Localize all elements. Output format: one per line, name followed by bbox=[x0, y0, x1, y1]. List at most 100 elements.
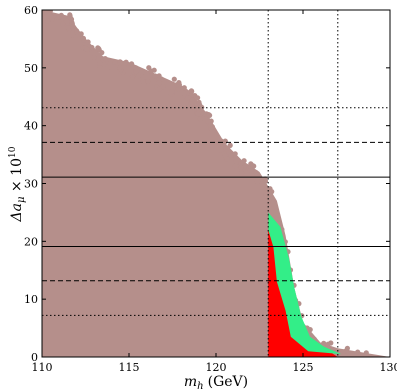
scan-point bbox=[69, 32, 75, 38]
scan-point bbox=[340, 349, 346, 355]
scan-point bbox=[228, 152, 234, 159]
scan-point bbox=[189, 97, 195, 103]
scan-point bbox=[148, 68, 154, 74]
x-tick-label: 125 bbox=[293, 361, 314, 374]
scan-point bbox=[160, 84, 166, 90]
scan-point bbox=[269, 189, 275, 195]
scan-point bbox=[60, 21, 66, 27]
scan-point bbox=[355, 349, 361, 355]
x-tick-label: 130 bbox=[380, 361, 397, 374]
scan-point bbox=[102, 56, 108, 62]
scan-point bbox=[96, 46, 102, 52]
scan-point bbox=[84, 46, 90, 52]
scan-point bbox=[49, 14, 55, 20]
reference-lines bbox=[42, 10, 390, 357]
scan-point bbox=[65, 25, 71, 31]
y-tick-label: 60 bbox=[24, 4, 38, 17]
scan-point bbox=[133, 65, 139, 71]
x-axis-label-sub: h bbox=[197, 381, 203, 391]
scan-point bbox=[112, 59, 118, 65]
scan-point bbox=[89, 44, 95, 51]
scan-point bbox=[107, 64, 113, 70]
scan-point bbox=[363, 352, 369, 357]
y-tick-label: 50 bbox=[24, 62, 38, 75]
scan-point bbox=[74, 29, 80, 35]
scan-point bbox=[344, 345, 350, 351]
x-axis-label: mh (GeV) bbox=[184, 374, 248, 391]
y-axis-ticks: 0 10 20 30 40 50 60 bbox=[24, 4, 390, 364]
scan-point bbox=[321, 340, 327, 346]
scan-point bbox=[328, 340, 334, 346]
scan-point bbox=[135, 73, 142, 79]
x-tick-label: 115 bbox=[119, 361, 140, 374]
scan-point bbox=[206, 112, 212, 118]
scan-point bbox=[238, 164, 244, 170]
scan-point bbox=[248, 167, 254, 173]
scan-point bbox=[241, 158, 247, 164]
scan-point bbox=[239, 170, 245, 176]
red-region bbox=[268, 212, 338, 357]
scan-point bbox=[181, 90, 187, 96]
scan-point bbox=[44, 10, 50, 15]
scan-point bbox=[133, 69, 139, 75]
scan-point bbox=[189, 88, 195, 94]
scan-point bbox=[45, 18, 51, 24]
scan-point bbox=[140, 78, 146, 84]
scan-point bbox=[181, 85, 187, 91]
scan-point bbox=[58, 12, 64, 18]
scan-point bbox=[171, 76, 177, 82]
scan-point bbox=[224, 156, 230, 162]
scan-point bbox=[97, 60, 103, 66]
scan-point bbox=[121, 64, 127, 70]
scan-point bbox=[85, 39, 91, 45]
scan-point bbox=[218, 147, 224, 153]
scan-point bbox=[129, 74, 136, 80]
scan-point bbox=[152, 73, 158, 79]
x-axis-label-main: m bbox=[184, 374, 197, 390]
y-axis-label-exp: 10 bbox=[8, 146, 18, 158]
x-axis-label-unit: (GeV) bbox=[208, 374, 249, 390]
scan-point bbox=[184, 95, 191, 101]
y-tick-label: 0 bbox=[31, 351, 38, 364]
scan-point bbox=[156, 80, 162, 86]
scan-point bbox=[91, 54, 97, 61]
y-tick-label: 10 bbox=[24, 293, 38, 306]
scan-point bbox=[233, 158, 239, 164]
scan-point bbox=[227, 142, 233, 148]
y-tick-label: 30 bbox=[24, 178, 38, 191]
scan-point bbox=[262, 178, 269, 184]
scan-point bbox=[42, 11, 45, 17]
y-axis-label: Δaμ × 1010 bbox=[8, 146, 27, 222]
scan-point bbox=[123, 59, 129, 65]
x-axis-ticks: 110 115 120 125 130 bbox=[32, 10, 397, 374]
scan-point bbox=[174, 82, 180, 88]
y-axis-label-tail: × 10 bbox=[9, 158, 25, 196]
y-axis-label-main: Δa bbox=[9, 203, 25, 222]
scan-point bbox=[253, 169, 259, 176]
scan-point bbox=[70, 24, 76, 30]
scan-point bbox=[254, 178, 261, 185]
y-axis-label-sub: μ bbox=[16, 196, 27, 203]
scan-point bbox=[208, 118, 214, 124]
x-tick-label: 110 bbox=[32, 361, 53, 374]
green-region bbox=[268, 212, 342, 355]
scan-point bbox=[117, 64, 123, 71]
scan-point bbox=[117, 59, 123, 65]
scan-point bbox=[145, 78, 151, 84]
y-tick-label: 20 bbox=[24, 235, 38, 248]
scan-point bbox=[242, 163, 248, 169]
scan-point bbox=[80, 35, 86, 41]
scan-point bbox=[195, 111, 201, 117]
scan-point bbox=[197, 102, 203, 108]
scan-point bbox=[197, 116, 203, 122]
y-tick-label: 40 bbox=[24, 120, 38, 133]
scan-point bbox=[222, 138, 228, 144]
scan-point bbox=[248, 161, 254, 167]
scan-point bbox=[263, 191, 269, 197]
scan-point bbox=[175, 86, 181, 92]
scan-point bbox=[232, 151, 238, 157]
scan-point bbox=[207, 122, 214, 128]
scan-points-region bbox=[42, 10, 390, 357]
scan-point bbox=[156, 73, 162, 79]
